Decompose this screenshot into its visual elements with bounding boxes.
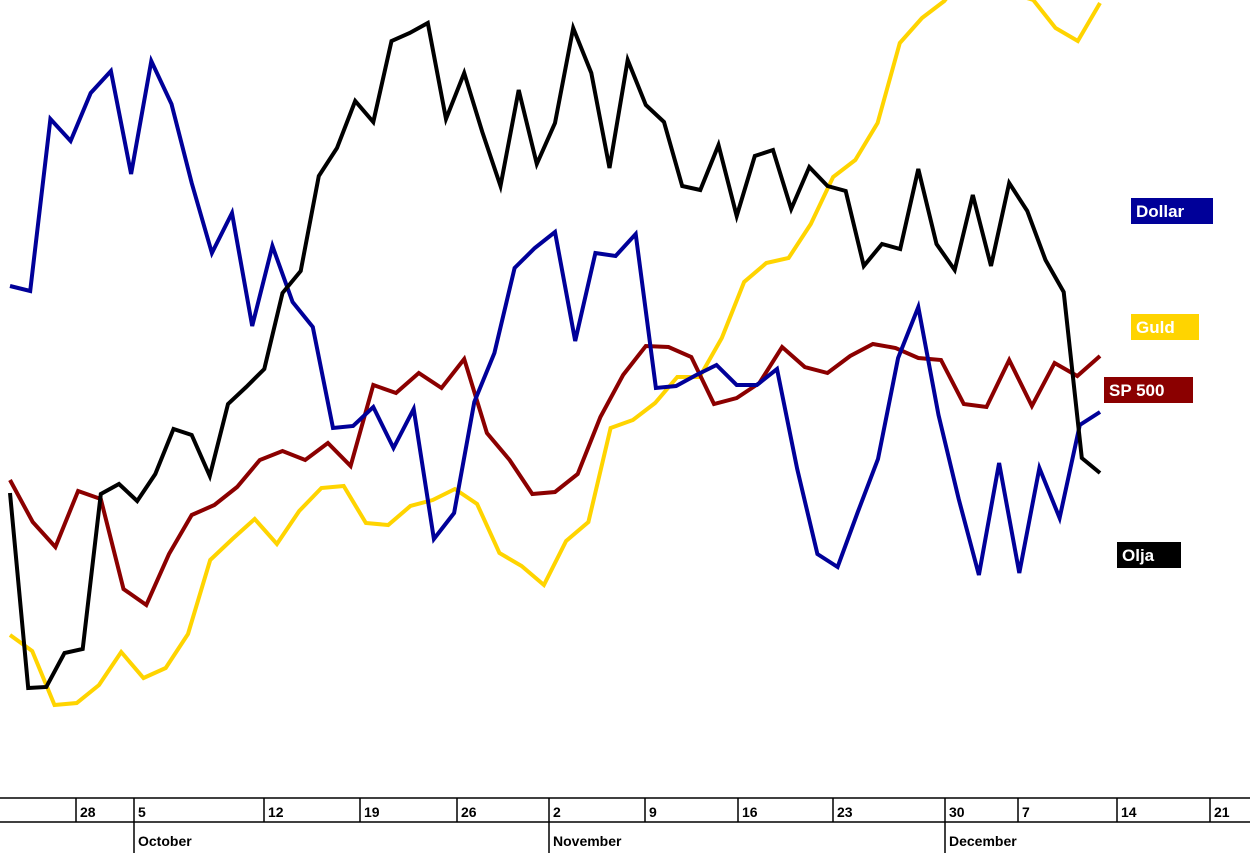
tick-label: 9 bbox=[649, 804, 657, 820]
legend-sp500-label: SP 500 bbox=[1109, 381, 1164, 400]
legend-dollar-box bbox=[1131, 198, 1213, 224]
tick-label: 21 bbox=[1214, 804, 1230, 820]
tick-label: 28 bbox=[80, 804, 96, 820]
legend-dollar-label: Dollar bbox=[1136, 202, 1185, 221]
legend-dollar: Dollar bbox=[1131, 198, 1213, 224]
series-line-guld bbox=[8, 0, 1102, 708]
series-layer bbox=[8, 0, 1102, 708]
legend-sp500-box bbox=[1104, 377, 1193, 403]
tick-label: 23 bbox=[837, 804, 853, 820]
tick-label: 30 bbox=[949, 804, 965, 820]
tick-label: 2 bbox=[553, 804, 561, 820]
series-line-dollar bbox=[9, 54, 1102, 576]
legend-olja-box bbox=[1117, 542, 1181, 568]
legend-guld-box bbox=[1131, 314, 1199, 340]
time-axis: 28 5 12 19 26 2 9 16 23 30 7 14 21 October November Dec… bbox=[0, 797, 1250, 853]
month-label: December bbox=[949, 833, 1017, 849]
legend: Dollar Guld SP 500 Olja bbox=[1104, 198, 1213, 568]
month-label: October bbox=[138, 833, 192, 849]
series-line-olja bbox=[8, 19, 1102, 691]
legend-olja-label: Olja bbox=[1122, 546, 1155, 565]
legend-guld: Guld bbox=[1131, 314, 1199, 340]
tick-label: 5 bbox=[138, 804, 146, 820]
legend-guld-label: Guld bbox=[1136, 318, 1175, 337]
tick-label: 19 bbox=[364, 804, 380, 820]
month-label: November bbox=[553, 833, 622, 849]
series-line-sp-500 bbox=[8, 341, 1102, 609]
tick-label: 7 bbox=[1022, 804, 1030, 820]
tick-label: 12 bbox=[268, 804, 284, 820]
legend-sp500: SP 500 bbox=[1104, 377, 1193, 403]
tick-label: 14 bbox=[1121, 804, 1137, 820]
tick-label: 26 bbox=[461, 804, 477, 820]
legend-olja: Olja bbox=[1117, 542, 1181, 568]
tick-label: 16 bbox=[742, 804, 758, 820]
